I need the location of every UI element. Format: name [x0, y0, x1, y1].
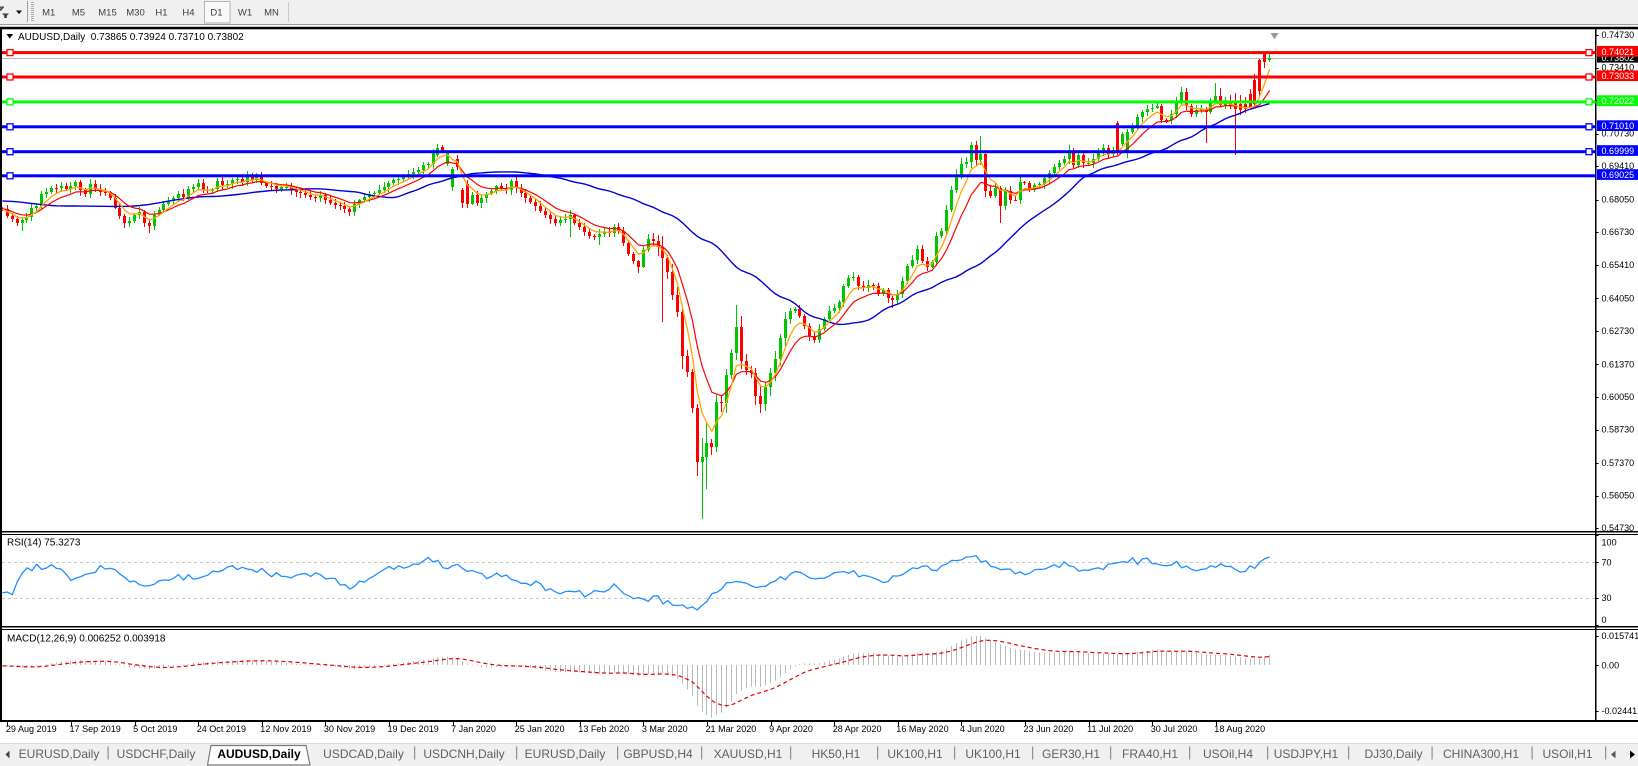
svg-text:DJ30,Daily: DJ30,Daily	[1364, 747, 1422, 761]
svg-text:0.56050: 0.56050	[1602, 491, 1635, 501]
svg-text:0.70730: 0.70730	[1602, 129, 1635, 139]
svg-text:W1: W1	[238, 8, 252, 19]
svg-text:M15: M15	[98, 8, 116, 19]
svg-text:UK100,H1: UK100,H1	[887, 747, 943, 761]
svg-text:M1: M1	[42, 8, 55, 19]
svg-text:EURUSD,Daily: EURUSD,Daily	[19, 747, 100, 761]
svg-text:EURUSD,Daily: EURUSD,Daily	[525, 747, 606, 761]
svg-text:H1: H1	[155, 8, 167, 19]
svg-text:USOil,H1: USOil,H1	[1542, 747, 1592, 761]
svg-text:0: 0	[1602, 615, 1607, 625]
svg-text:M5: M5	[72, 8, 85, 19]
svg-text:5 Oct 2019: 5 Oct 2019	[133, 724, 177, 734]
svg-text:FRA40,H1: FRA40,H1	[1122, 747, 1178, 761]
svg-text:11 Jul 2020: 11 Jul 2020	[1087, 724, 1133, 734]
svg-text:UK100,H1: UK100,H1	[965, 747, 1021, 761]
svg-text:0.62730: 0.62730	[1602, 326, 1635, 336]
svg-text:3 Mar 2020: 3 Mar 2020	[642, 724, 688, 734]
svg-text:USDCAD,Daily: USDCAD,Daily	[323, 747, 404, 761]
svg-text:RSI(14) 75.3273: RSI(14) 75.3273	[7, 537, 81, 548]
svg-text:M30: M30	[126, 8, 144, 19]
svg-text:MN: MN	[264, 8, 279, 19]
svg-text:70: 70	[1602, 557, 1612, 567]
svg-text:USDCHF,Daily: USDCHF,Daily	[117, 747, 196, 761]
svg-text:0.73033: 0.73033	[1602, 71, 1635, 81]
svg-text:24 Oct 2019: 24 Oct 2019	[197, 724, 246, 734]
svg-text:23 Jun 2020: 23 Jun 2020	[1024, 724, 1074, 734]
svg-text:0.54730: 0.54730	[1602, 523, 1635, 533]
svg-text:0.69999: 0.69999	[1602, 146, 1635, 156]
svg-text:AUDUSD,Daily 0.73865 0.73924: AUDUSD,Daily 0.73865 0.73924 0.73710 0.7…	[18, 32, 244, 43]
svg-text:0.015741: 0.015741	[1602, 631, 1638, 641]
svg-text:30 Nov 2019: 30 Nov 2019	[324, 724, 375, 734]
svg-text:4 Jun 2020: 4 Jun 2020	[960, 724, 1005, 734]
svg-text:0.72022: 0.72022	[1602, 96, 1635, 106]
svg-text:0.69410: 0.69410	[1602, 161, 1635, 171]
svg-text:30 Jul 2020: 30 Jul 2020	[1151, 724, 1198, 734]
svg-text:XAUUSD,H1: XAUUSD,H1	[714, 747, 783, 761]
svg-text:HK50,H1: HK50,H1	[812, 747, 861, 761]
svg-text:12 Nov 2019: 12 Nov 2019	[260, 724, 311, 734]
svg-text:19 Dec 2019: 19 Dec 2019	[388, 724, 439, 734]
svg-text:AUDUSD,Daily: AUDUSD,Daily	[217, 747, 301, 761]
svg-text:25 Jan 2020: 25 Jan 2020	[515, 724, 565, 734]
svg-text:0.74021: 0.74021	[1602, 47, 1635, 57]
svg-text:0.73410: 0.73410	[1602, 63, 1635, 73]
svg-text:21 Mar 2020: 21 Mar 2020	[706, 724, 757, 734]
svg-text:GBPUSD,H4: GBPUSD,H4	[623, 747, 693, 761]
svg-text:9 Apr 2020: 9 Apr 2020	[769, 724, 813, 734]
svg-text:0.61370: 0.61370	[1602, 359, 1635, 369]
svg-text:MACD(12,26,9) 0.006252 0.00391: MACD(12,26,9) 0.006252 0.003918	[7, 633, 166, 644]
svg-text:0.68050: 0.68050	[1602, 195, 1635, 205]
svg-text:0.00: 0.00	[1602, 660, 1620, 670]
svg-text:100: 100	[1602, 537, 1617, 547]
svg-text:USDJPY,H1: USDJPY,H1	[1274, 747, 1339, 761]
svg-text:0.66730: 0.66730	[1602, 227, 1635, 237]
svg-text:0.64050: 0.64050	[1602, 293, 1635, 303]
svg-text:0.60050: 0.60050	[1602, 392, 1635, 402]
svg-text:17 Sep 2019: 17 Sep 2019	[70, 724, 121, 734]
svg-text:0.74730: 0.74730	[1602, 30, 1635, 40]
svg-text:30: 30	[1602, 593, 1612, 603]
svg-text:7 Jan 2020: 7 Jan 2020	[451, 724, 496, 734]
svg-text:GER30,H1: GER30,H1	[1042, 747, 1100, 761]
svg-text:0.58730: 0.58730	[1602, 424, 1635, 434]
svg-text:0.73802: 0.73802	[1602, 53, 1635, 63]
svg-text:D1: D1	[210, 8, 222, 19]
svg-text:18 Aug 2020: 18 Aug 2020	[1214, 724, 1265, 734]
svg-text:CHINA300,H1: CHINA300,H1	[1443, 747, 1519, 761]
svg-text:0.57370: 0.57370	[1602, 458, 1635, 468]
svg-text:H4: H4	[182, 8, 194, 19]
svg-text:29 Aug 2019: 29 Aug 2019	[6, 724, 57, 734]
svg-text:0.69025: 0.69025	[1602, 170, 1635, 180]
svg-text:USDCNH,Daily: USDCNH,Daily	[423, 747, 504, 761]
svg-text:16 May 2020: 16 May 2020	[896, 724, 948, 734]
svg-text:0.65410: 0.65410	[1602, 260, 1635, 270]
svg-text:28 Apr 2020: 28 Apr 2020	[833, 724, 882, 734]
svg-text:13 Feb 2020: 13 Feb 2020	[578, 724, 629, 734]
svg-text:USOil,H4: USOil,H4	[1203, 747, 1253, 761]
svg-text:0.71010: 0.71010	[1602, 121, 1635, 131]
